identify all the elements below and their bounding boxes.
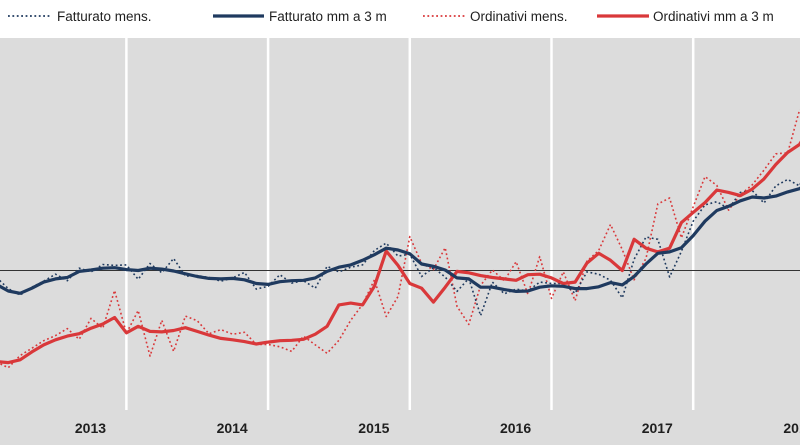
legend-label: Fatturato mm a 3 m (269, 9, 387, 24)
x-tick-label: 2013 (75, 420, 106, 436)
x-tick-label: 2018 (783, 420, 800, 436)
series-layer (0, 109, 800, 369)
x-tick-label: 2014 (217, 420, 248, 436)
x-tick-label: 2017 (642, 420, 673, 436)
x-axis-band (0, 410, 800, 445)
legend-label: Ordinativi mens. (470, 9, 568, 24)
x-axis-ticks: 2013 2014 2015 2016 2017 2018 (75, 420, 800, 436)
legend-label: Ordinativi mm a 3 m (653, 9, 774, 24)
series-line-1 (0, 186, 800, 295)
legend: Fatturato mens. Fatturato mm a 3 m Ordinat… (8, 9, 774, 24)
x-tick-label: 2015 (358, 420, 389, 436)
series-line-3 (0, 140, 800, 365)
legend-label: Fatturato mens. (57, 9, 152, 24)
plot-background (0, 38, 800, 410)
year-separators (125, 38, 695, 410)
x-tick-label: 2016 (500, 420, 531, 436)
